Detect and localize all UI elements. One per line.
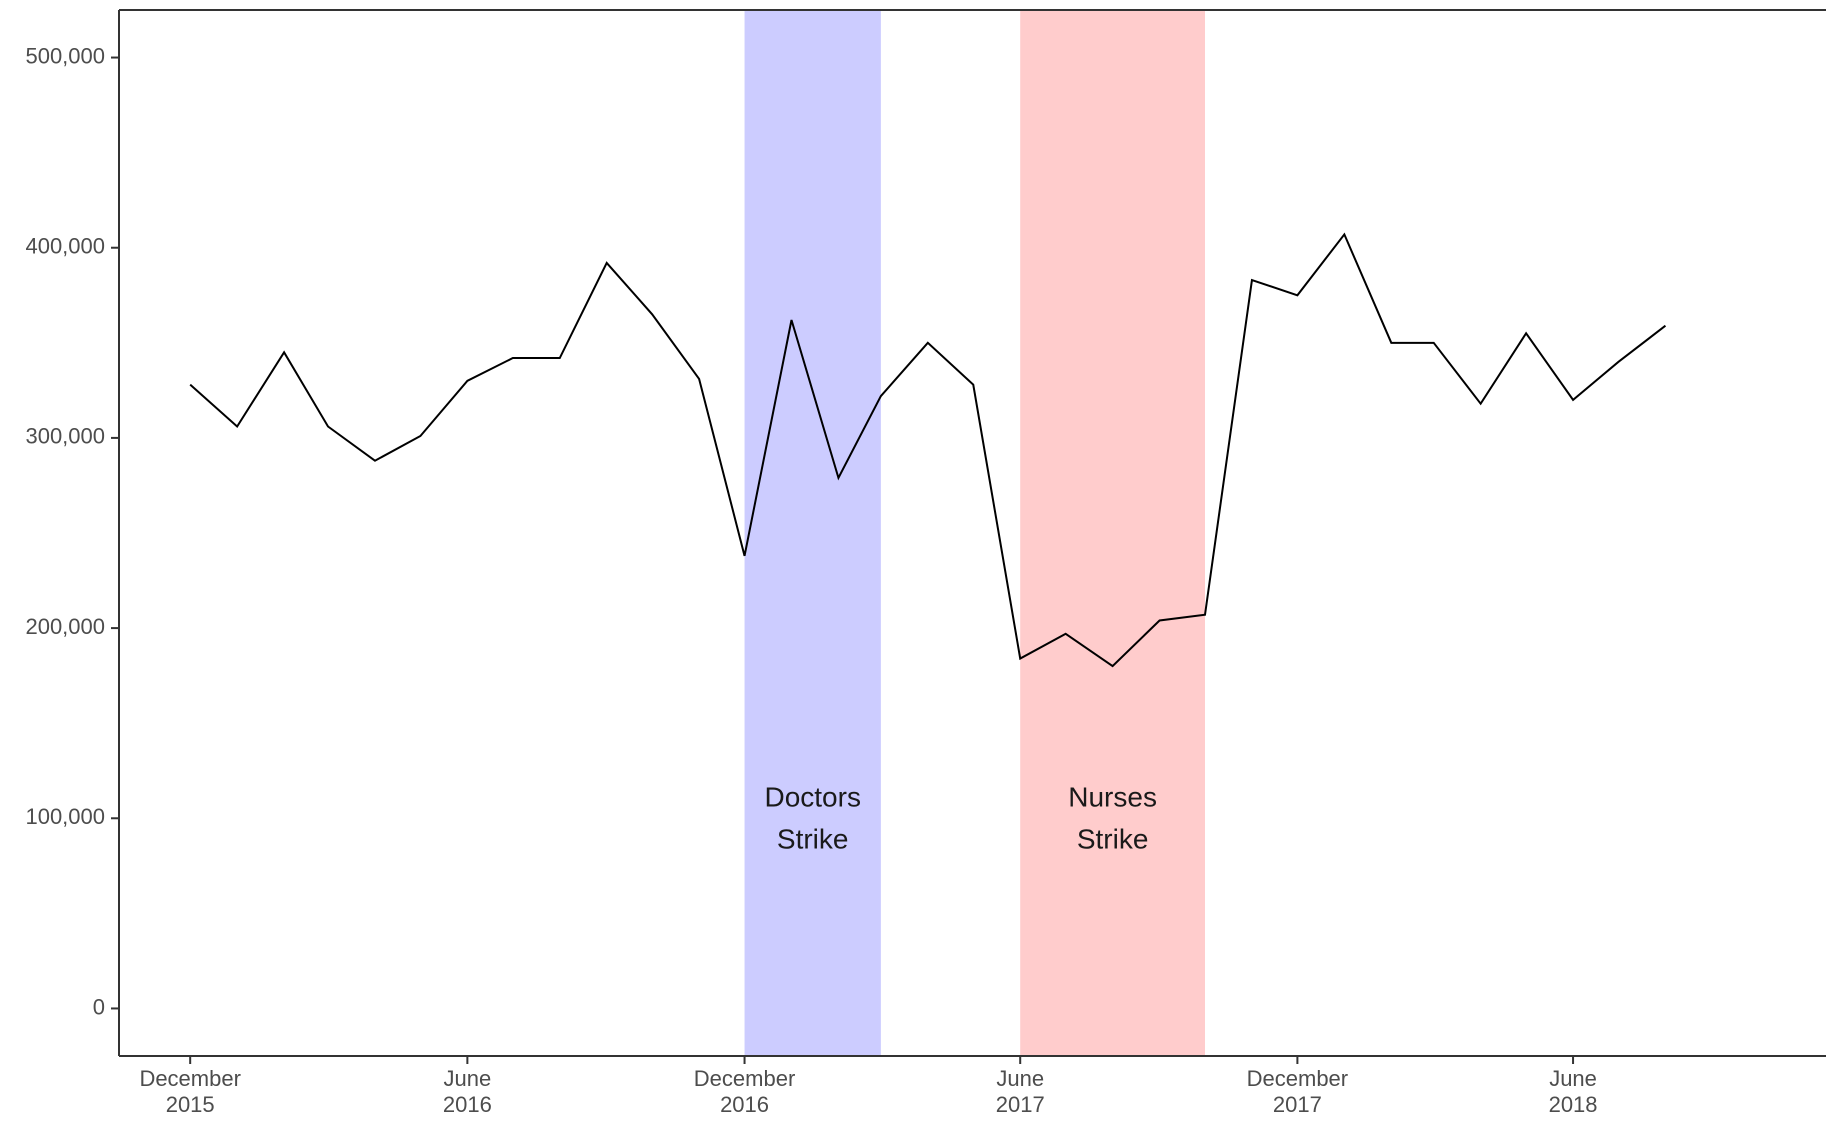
x-tick-label-month: June <box>996 1066 1044 1091</box>
x-tick-label-month: December <box>139 1066 240 1091</box>
x-tick-label-year: 2018 <box>1549 1092 1598 1117</box>
y-tick-label: 200,000 <box>25 614 105 639</box>
x-tick-label-year: 2016 <box>443 1092 492 1117</box>
y-tick-label: 300,000 <box>25 424 105 449</box>
axes: 0 100,000 200,000 300,000 400,000 500,000 Dece… <box>25 9 1826 1117</box>
x-tick-label-month: June <box>1549 1066 1597 1091</box>
series-lines <box>189 232 1667 668</box>
strike-band-nurses <box>1020 10 1205 1056</box>
x-tick-label-year: 2016 <box>720 1092 769 1117</box>
x-tick-label-year: 2017 <box>996 1092 1045 1117</box>
y-tick-label: 0 <box>93 994 105 1019</box>
x-tick-label-month: June <box>444 1066 492 1091</box>
strike-bands <box>744 10 1205 1056</box>
nurses-strike-label-line1: Nurses <box>1068 782 1157 813</box>
y-tick-label: 400,000 <box>25 234 105 259</box>
x-tick-label-month: December <box>1247 1066 1348 1091</box>
x-tick-label-year: 2015 <box>166 1092 215 1117</box>
y-tick-label: 100,000 <box>25 804 105 829</box>
nurses-strike-label-line2: Strike <box>1077 823 1149 854</box>
x-tick-label-year: 2017 <box>1273 1092 1322 1117</box>
strike-band-doctors <box>744 10 881 1056</box>
doctors-strike-label-line2: Strike <box>777 823 849 854</box>
doctors-strike-label-line1: Doctors <box>764 782 860 813</box>
strike-labels: Doctors Strike Nurses Strike <box>764 782 1156 855</box>
x-tick-label-month: December <box>694 1066 795 1091</box>
y-tick-label: 500,000 <box>25 43 105 68</box>
